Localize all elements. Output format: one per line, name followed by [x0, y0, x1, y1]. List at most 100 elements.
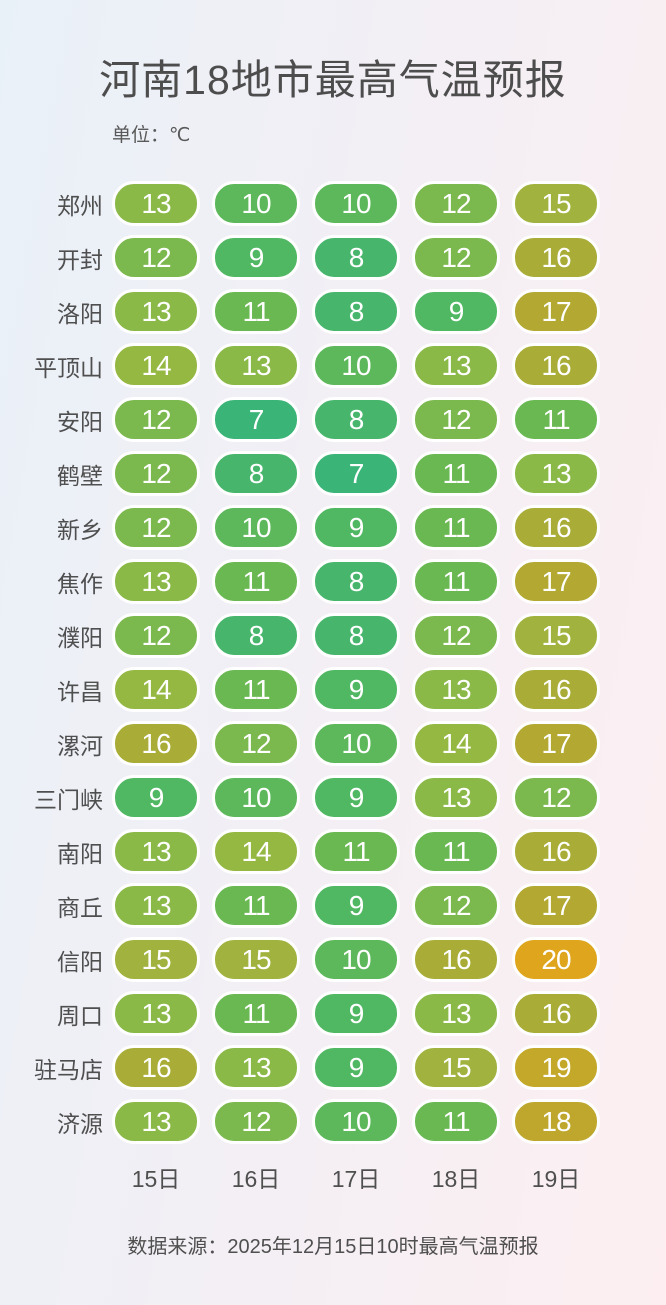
- temp-cell: 8: [312, 235, 400, 280]
- city-label: 鹤壁: [57, 462, 103, 489]
- temp-cell: 16: [512, 667, 600, 712]
- temp-cell: 8: [312, 613, 400, 658]
- temp-cell: 16: [512, 505, 600, 550]
- temp-cell: 9: [112, 775, 200, 820]
- temp-cell: 11: [212, 559, 300, 604]
- temp-cell: 8: [212, 613, 300, 658]
- temp-cell: 11: [212, 883, 300, 928]
- table-row: 周口 13 11 9 13 16: [0, 991, 666, 1036]
- temp-cell: 16: [512, 991, 600, 1036]
- temp-cells: 15 15 10 16 20: [112, 937, 600, 982]
- table-row: 郑州 13 10 10 12 15: [0, 181, 666, 226]
- temp-cell: 11: [412, 829, 500, 874]
- temp-cells: 12 7 8 12 11: [112, 397, 600, 442]
- temp-cell: 13: [512, 451, 600, 496]
- temp-cell: 13: [112, 991, 200, 1036]
- temp-cell: 13: [112, 289, 200, 334]
- temp-cell: 16: [512, 829, 600, 874]
- table-row: 新乡 12 10 9 11 16: [0, 505, 666, 550]
- city-label: 驻马店: [34, 1056, 103, 1083]
- temp-cells: 12 10 9 11 16: [112, 505, 600, 550]
- temp-cell: 12: [412, 883, 500, 928]
- table-row: 漯河 16 12 10 14 17: [0, 721, 666, 766]
- temp-cell: 13: [212, 343, 300, 388]
- table-row: 鹤壁 12 8 7 11 13: [0, 451, 666, 496]
- temp-cell: 8: [312, 397, 400, 442]
- city-label: 漯河: [57, 732, 103, 759]
- table-row: 商丘 13 11 9 12 17: [0, 883, 666, 928]
- table-row: 南阳 13 14 11 11 16: [0, 829, 666, 874]
- temp-cell: 11: [212, 667, 300, 712]
- temp-cells: 13 11 9 12 17: [112, 883, 600, 928]
- city-label: 信阳: [57, 948, 103, 975]
- temp-cell: 13: [112, 181, 200, 226]
- temp-cell: 9: [312, 1045, 400, 1090]
- temp-cells: 16 13 9 15 19: [112, 1045, 600, 1090]
- temp-cells: 16 12 10 14 17: [112, 721, 600, 766]
- temp-cell: 11: [412, 451, 500, 496]
- temp-cells: 13 12 10 11 18: [112, 1099, 600, 1144]
- temp-cell: 10: [212, 505, 300, 550]
- temp-cell: 9: [312, 667, 400, 712]
- temp-cells: 13 11 8 9 17: [112, 289, 600, 334]
- city-label: 南阳: [57, 840, 103, 867]
- temp-cell: 12: [512, 775, 600, 820]
- temp-cell: 9: [312, 505, 400, 550]
- city-label: 许昌: [57, 678, 103, 705]
- date-label: 19日: [531, 1166, 581, 1192]
- temp-cell: 12: [112, 235, 200, 280]
- temp-cell: 12: [412, 397, 500, 442]
- temp-cells: 12 8 8 12 15: [112, 613, 600, 658]
- temp-cell: 13: [412, 991, 500, 1036]
- city-label: 周口: [57, 1002, 103, 1029]
- temp-cell: 7: [312, 451, 400, 496]
- table-row: 濮阳 12 8 8 12 15: [0, 613, 666, 658]
- temp-cell: 13: [412, 775, 500, 820]
- forecast-grid: 郑州 13 10 10 12 15 开封 12 9 8 12 16 洛阳 13 11 8 9 17 平顶山 14 13 1…: [0, 181, 666, 1144]
- temp-cell: 15: [512, 181, 600, 226]
- temp-cell: 16: [512, 343, 600, 388]
- temp-cell: 11: [412, 559, 500, 604]
- temp-cell: 13: [112, 559, 200, 604]
- temp-cell: 8: [312, 559, 400, 604]
- temp-cell: 10: [312, 343, 400, 388]
- table-row: 济源 13 12 10 11 18: [0, 1099, 666, 1144]
- table-row: 开封 12 9 8 12 16: [0, 235, 666, 280]
- temp-cell: 12: [112, 397, 200, 442]
- temp-cell: 12: [112, 505, 200, 550]
- temp-cell: 9: [312, 883, 400, 928]
- temp-cells: 13 10 10 12 15: [112, 181, 600, 226]
- city-label: 济源: [57, 1110, 103, 1137]
- date-label: 18日: [431, 1166, 481, 1192]
- temp-cell: 9: [212, 235, 300, 280]
- temp-cell: 12: [212, 721, 300, 766]
- temp-cells: 9 10 9 13 12: [112, 775, 600, 820]
- temp-cell: 14: [412, 721, 500, 766]
- table-row: 洛阳 13 11 8 9 17: [0, 289, 666, 334]
- temp-cell: 10: [312, 1099, 400, 1144]
- temp-cell: 16: [112, 721, 200, 766]
- temp-cell: 13: [412, 343, 500, 388]
- unit-label: 单位：℃: [112, 125, 191, 146]
- date-label: 17日: [331, 1166, 381, 1192]
- temp-cell: 13: [112, 883, 200, 928]
- temp-cell: 9: [312, 775, 400, 820]
- temp-cell: 19: [512, 1045, 600, 1090]
- temp-cell: 11: [412, 1099, 500, 1144]
- temp-cell: 15: [212, 937, 300, 982]
- temp-cell: 17: [512, 289, 600, 334]
- temp-cell: 18: [512, 1099, 600, 1144]
- city-label: 焦作: [57, 570, 103, 597]
- temp-cell: 12: [412, 181, 500, 226]
- temp-cells: 13 11 9 13 16: [112, 991, 600, 1036]
- city-label: 濮阳: [57, 624, 103, 651]
- city-label: 开封: [57, 246, 103, 273]
- temp-cell: 10: [212, 775, 300, 820]
- temp-cells: 13 14 11 11 16: [112, 829, 600, 874]
- temp-cell: 13: [112, 829, 200, 874]
- table-row: 信阳 15 15 10 16 20: [0, 937, 666, 982]
- temp-cell: 16: [412, 937, 500, 982]
- city-label: 安阳: [57, 408, 103, 435]
- temp-cell: 14: [212, 829, 300, 874]
- temp-cell: 11: [312, 829, 400, 874]
